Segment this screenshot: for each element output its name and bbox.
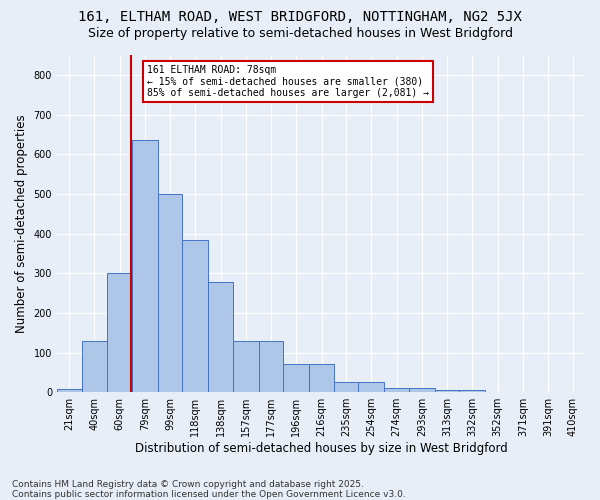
- Bar: [259, 340, 283, 392]
- Bar: [208, 282, 233, 392]
- Bar: [283, 364, 310, 392]
- Text: 161, ELTHAM ROAD, WEST BRIDGFORD, NOTTINGHAM, NG2 5JX: 161, ELTHAM ROAD, WEST BRIDGFORD, NOTTIN…: [78, 10, 522, 24]
- Bar: [82, 342, 107, 392]
- Bar: [182, 240, 208, 392]
- Text: 161 ELTHAM ROAD: 78sqm
← 15% of semi-detached houses are smaller (380)
85% of se: 161 ELTHAM ROAD: 78sqm ← 15% of semi-det…: [146, 65, 428, 98]
- Bar: [460, 390, 485, 392]
- Bar: [158, 194, 182, 392]
- Text: Size of property relative to semi-detached houses in West Bridgford: Size of property relative to semi-detach…: [88, 28, 512, 40]
- Bar: [132, 140, 158, 392]
- Bar: [107, 273, 132, 392]
- Bar: [310, 364, 334, 392]
- X-axis label: Distribution of semi-detached houses by size in West Bridgford: Distribution of semi-detached houses by …: [134, 442, 508, 455]
- Bar: [385, 388, 409, 392]
- Bar: [57, 389, 82, 392]
- Text: Contains HM Land Registry data © Crown copyright and database right 2025.
Contai: Contains HM Land Registry data © Crown c…: [12, 480, 406, 499]
- Bar: [334, 382, 358, 392]
- Bar: [233, 340, 259, 392]
- Bar: [435, 390, 460, 392]
- Y-axis label: Number of semi-detached properties: Number of semi-detached properties: [15, 114, 28, 333]
- Bar: [409, 388, 435, 392]
- Bar: [358, 382, 385, 392]
